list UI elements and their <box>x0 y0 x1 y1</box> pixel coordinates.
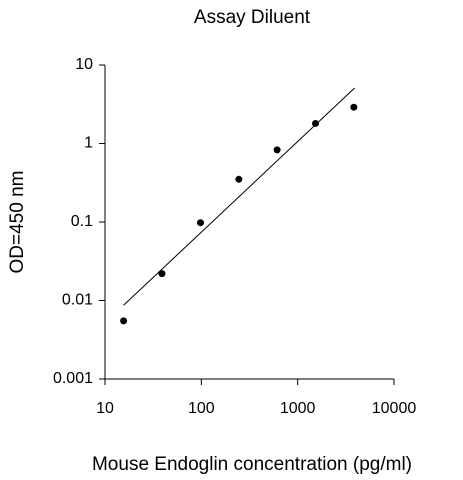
fit-line <box>123 87 355 306</box>
data-point <box>273 146 281 154</box>
data-point <box>350 103 358 111</box>
y-tick-label: 1 <box>84 135 93 152</box>
x-tick-label: 1000 <box>280 400 316 417</box>
x-axis-label: Mouse Endoglin concentration (pg/ml) <box>92 454 412 475</box>
data-point <box>311 119 319 127</box>
y-tick-label: 0.1 <box>71 213 93 230</box>
chart-title: Assay Diluent <box>194 7 311 28</box>
data-point <box>120 317 128 325</box>
data-point <box>158 270 166 278</box>
y-axis-label: OD=450 nm <box>7 171 28 274</box>
data-point <box>235 175 243 183</box>
x-tick-label: 10000 <box>372 400 417 417</box>
x-tick-label: 100 <box>188 400 215 417</box>
y-tick-label: 10 <box>75 56 93 73</box>
y-tick-label: 0.01 <box>62 292 93 309</box>
data-point <box>196 219 204 227</box>
y-tick-label: 0.001 <box>53 370 93 387</box>
x-tick-label: 10 <box>96 400 114 417</box>
